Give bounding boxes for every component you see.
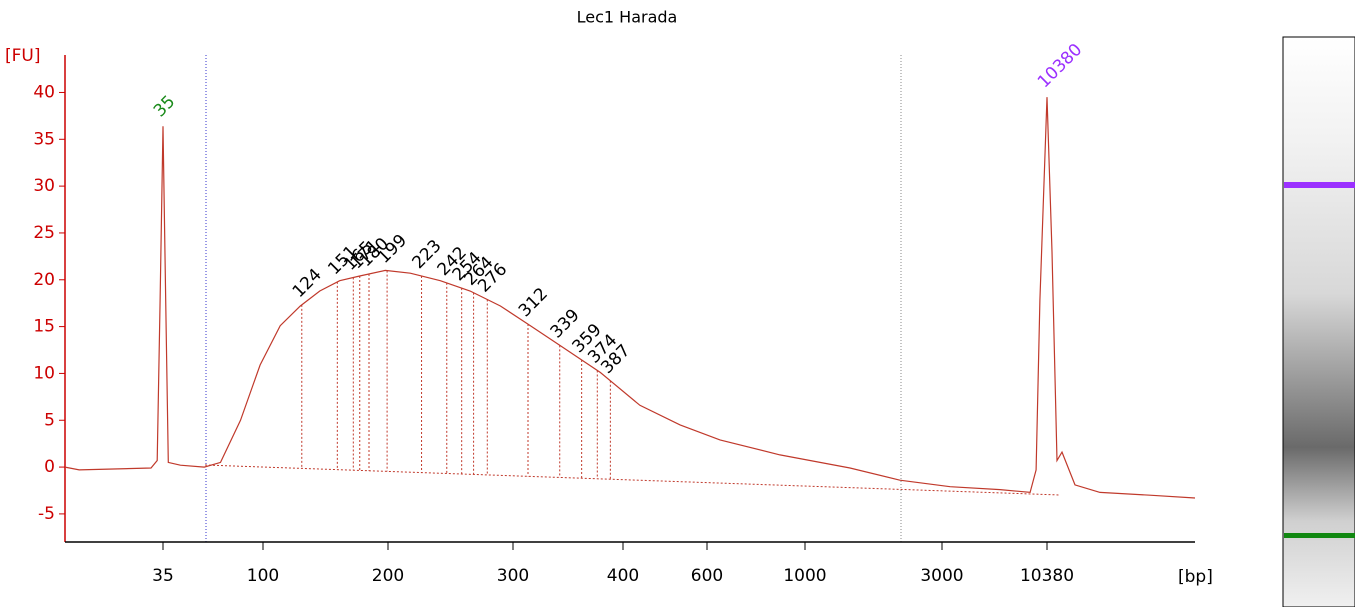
y-tick-label: 25 xyxy=(33,223,55,243)
peak-label: 312 xyxy=(515,284,552,321)
marker-label: 35 xyxy=(150,92,179,121)
x-tick-label: 1000 xyxy=(783,566,826,586)
x-axis-label: [bp] xyxy=(1178,567,1213,587)
x-tick-label: 3000 xyxy=(920,566,963,586)
x-tick-label: 100 xyxy=(247,566,279,586)
gel-lane xyxy=(1282,36,1355,607)
y-tick-label: 10 xyxy=(33,363,55,383)
y-tick-label: 40 xyxy=(33,82,55,102)
marker-label: 10380 xyxy=(1034,40,1086,92)
peak-label: 124 xyxy=(289,265,326,302)
gel-lower-marker xyxy=(1284,533,1355,538)
y-tick-label: 15 xyxy=(33,317,55,337)
x-tick-label: 300 xyxy=(497,566,529,586)
y-tick-label: 0 xyxy=(44,457,55,477)
x-tick-label: 35 xyxy=(152,566,174,586)
trace xyxy=(64,97,1196,499)
y-tick-label: 20 xyxy=(33,270,55,290)
x-tick-label: 600 xyxy=(691,566,723,586)
x-tick-label: 400 xyxy=(607,566,639,586)
baseline xyxy=(204,464,1061,496)
y-tick-label: 30 xyxy=(33,176,55,196)
x-tick-label: 200 xyxy=(372,566,404,586)
y-tick-label: 35 xyxy=(33,129,55,149)
y-axis-label: [FU] xyxy=(5,46,41,66)
y-tick-label: -5 xyxy=(38,504,55,524)
y-tick-label: 5 xyxy=(44,410,55,430)
gel-upper-marker xyxy=(1284,182,1355,188)
chart-title: Lec1 Harada xyxy=(577,8,678,27)
x-tick-label: 10380 xyxy=(1020,566,1074,586)
